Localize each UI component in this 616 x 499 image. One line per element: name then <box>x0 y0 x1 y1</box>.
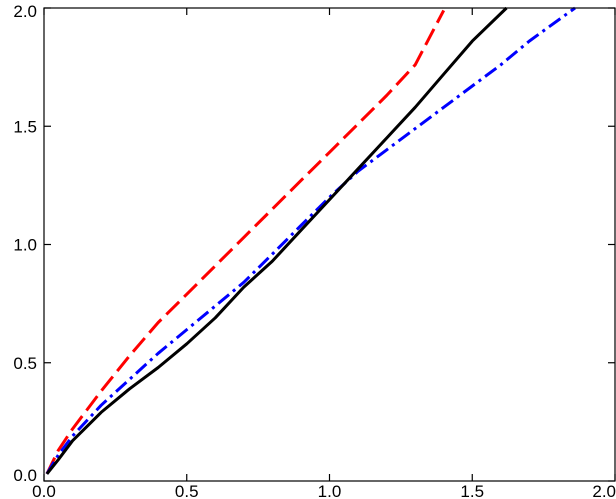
series-line-dashed <box>45 9 446 475</box>
series-layer <box>45 6 576 475</box>
plot-frame <box>43 7 616 482</box>
y-tick-label: 1.0 <box>13 236 37 255</box>
tick-labels-layer: 0.0 0.5 1.0 1.5 2.0 0.0 0.5 1.0 1.5 2.0 <box>13 2 616 499</box>
x-tick-label: 0.5 <box>175 482 199 499</box>
y-tick-label: 1.5 <box>13 117 37 136</box>
x-tick-label: 0.0 <box>32 482 56 499</box>
series-line-dashdot <box>45 6 576 475</box>
y-tick-label: 0.5 <box>13 354 37 373</box>
x-tick-label: 1.5 <box>460 482 484 499</box>
x-tick-label: 2.0 <box>592 482 616 499</box>
y-tick-label: 0.0 <box>13 466 37 485</box>
series-line-solid <box>45 6 508 475</box>
y-tick-label: 2.0 <box>13 2 37 21</box>
x-tick-label: 1.0 <box>318 482 342 499</box>
